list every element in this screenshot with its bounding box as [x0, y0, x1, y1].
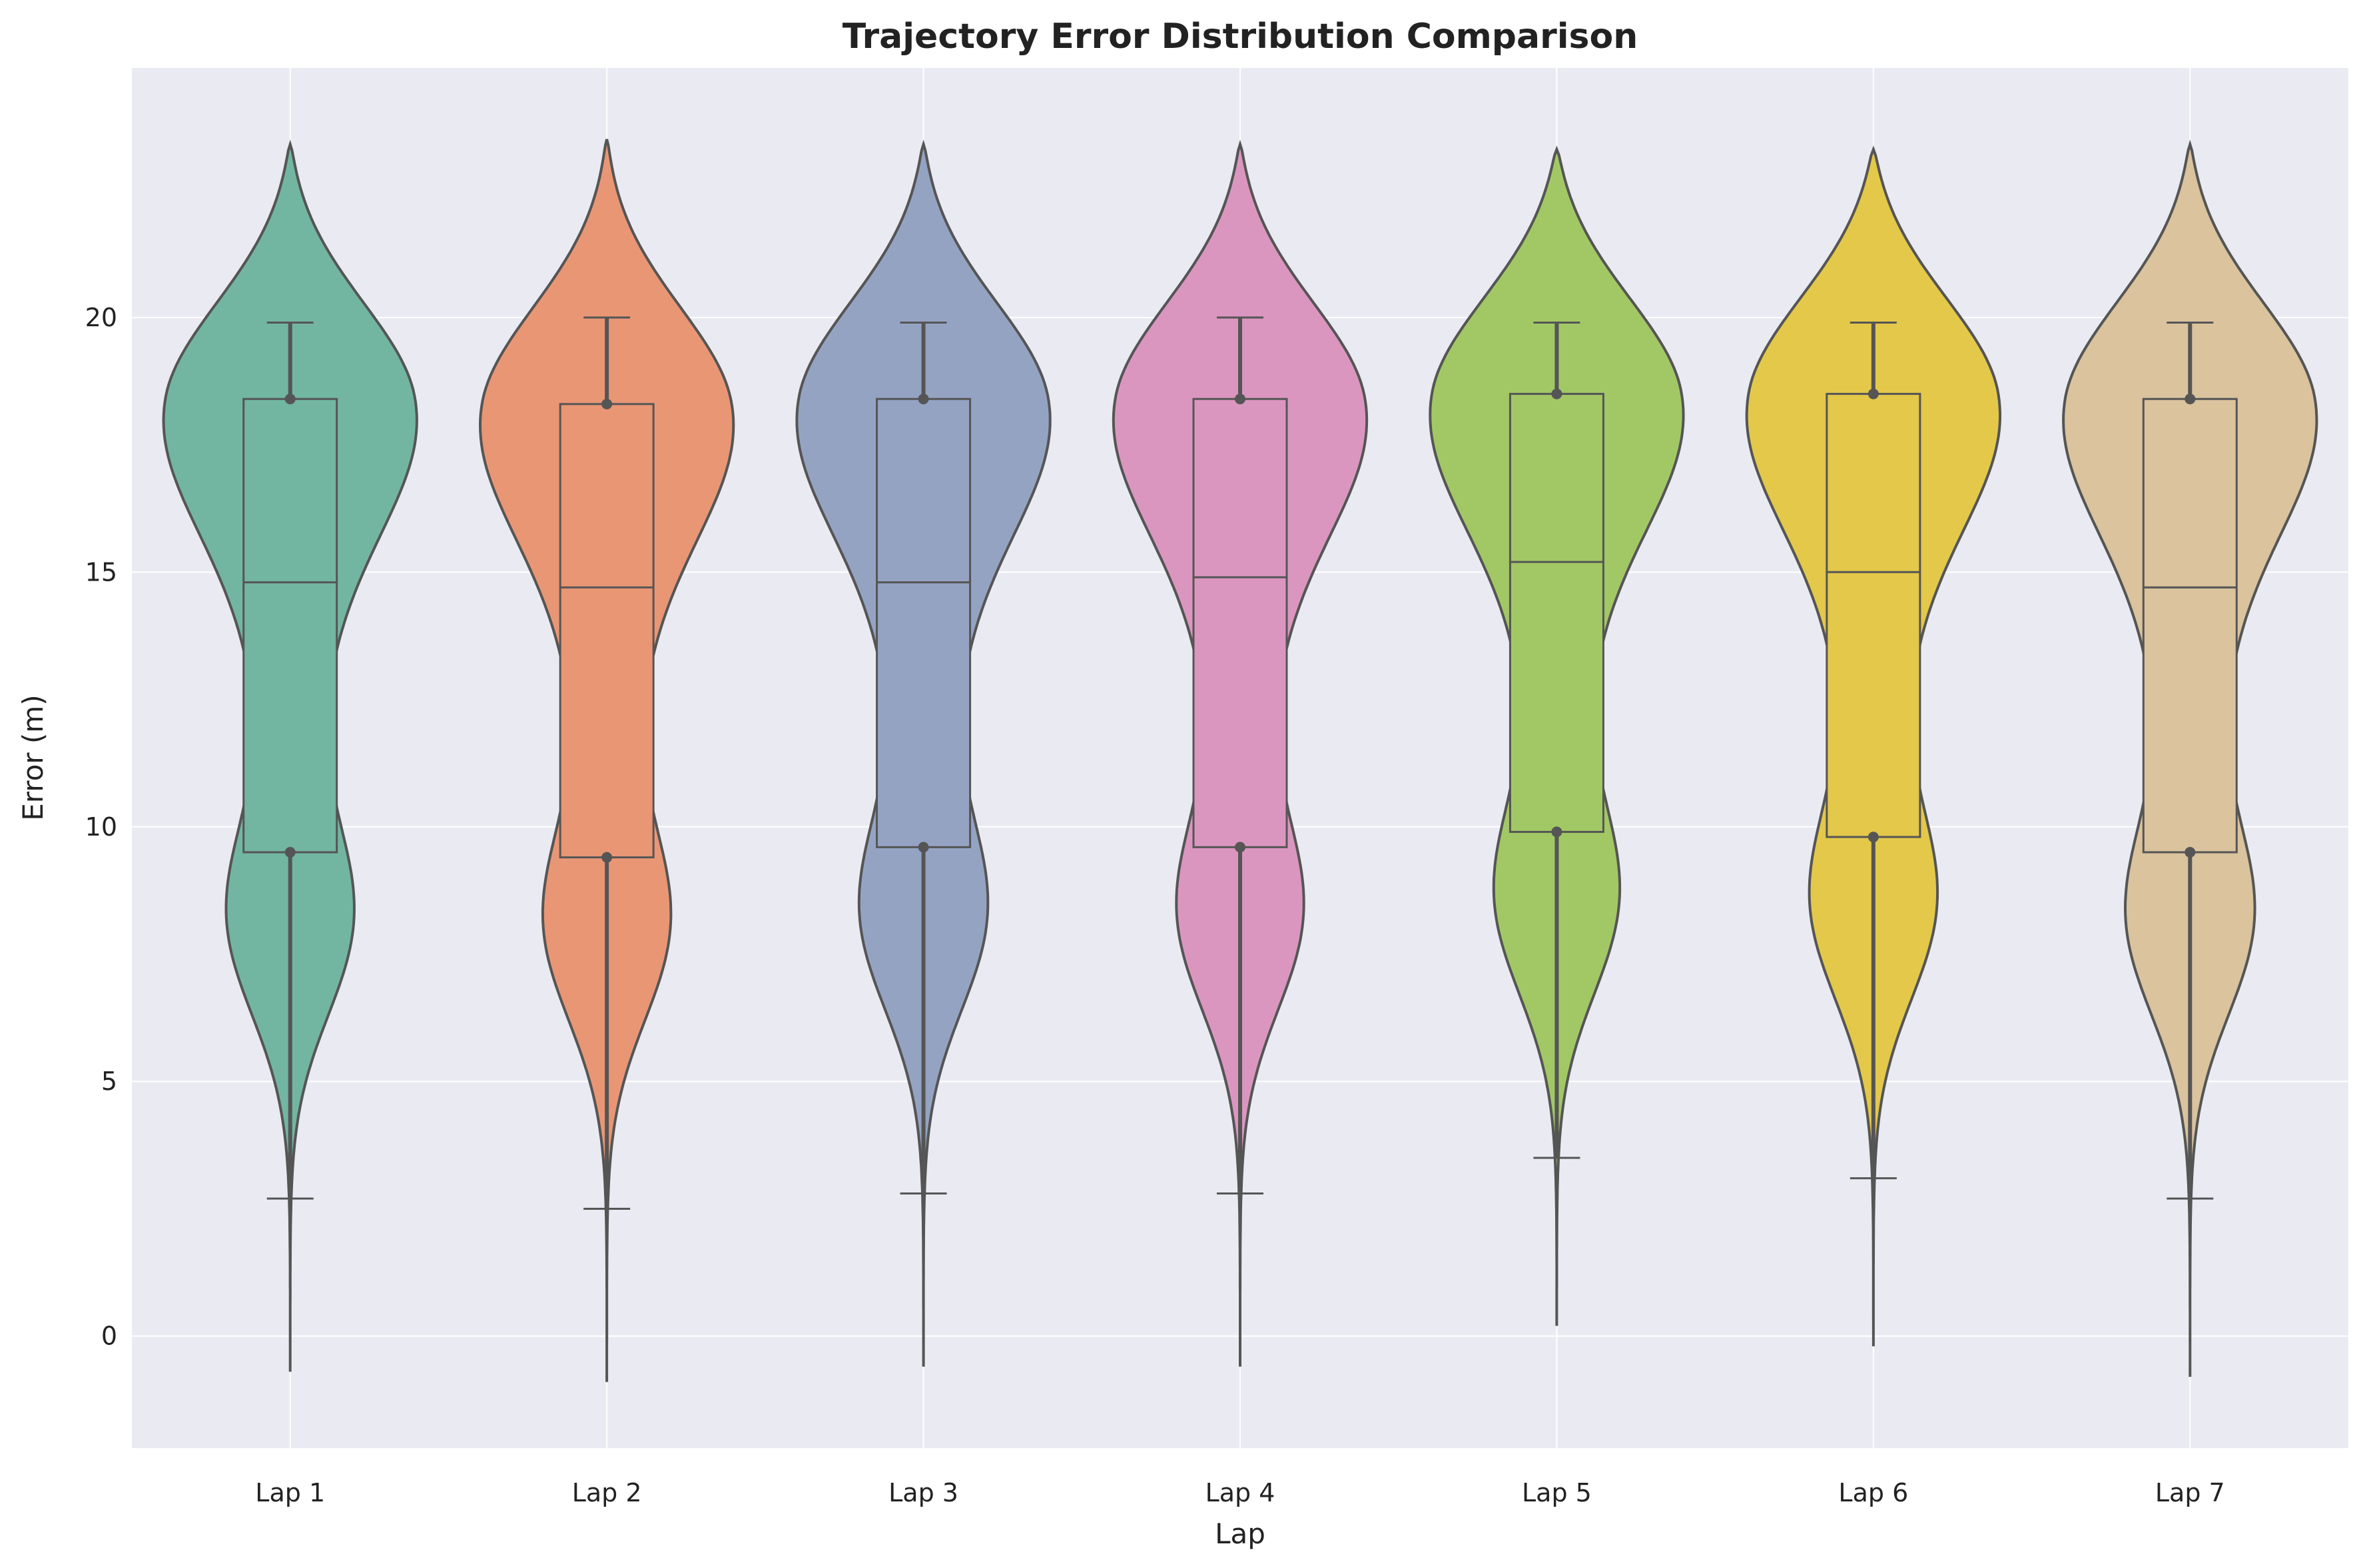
q1-marker: [1867, 832, 1879, 843]
q1-marker: [284, 847, 296, 858]
iqr-box: [1826, 393, 1921, 838]
q3-marker: [1235, 393, 1245, 405]
q1-marker: [601, 852, 613, 863]
iqr-box: [1192, 397, 1288, 848]
q1-marker: [1235, 842, 1245, 853]
iqr-box: [242, 397, 338, 854]
chart-title: Trajectory Error Distribution Comparison: [843, 17, 1638, 57]
q3-marker: [2185, 393, 2196, 405]
x-tick-label: Lap 6: [1838, 1478, 1908, 1507]
q3-marker: [918, 393, 929, 405]
x-tick-labels: Lap 1 Lap 2 Lap 3 Lap 4 Lap 5 Lap 6 Lap 7: [255, 1478, 2224, 1507]
y-tick-label: 5: [101, 1067, 117, 1096]
x-tick-label: Lap 3: [888, 1478, 958, 1507]
y-tick-label: 0: [101, 1322, 117, 1351]
q3-marker: [1551, 388, 1562, 399]
y-tick-label: 15: [85, 557, 117, 587]
iqr-box: [1509, 393, 1604, 833]
iqr-box: [876, 397, 972, 848]
iqr-box: [2142, 397, 2238, 854]
x-tick-label: Lap 1: [255, 1478, 325, 1507]
y-tick-labels: 0 5 10 15 20: [85, 303, 117, 1351]
q3-marker: [284, 393, 296, 405]
y-axis-label: Error (m): [17, 694, 49, 820]
violins: [162, 138, 2318, 1382]
x-axis-label: Lap: [1215, 1517, 1265, 1550]
q3-marker: [1867, 388, 1879, 399]
q1-marker: [1551, 826, 1562, 838]
x-tick-label: Lap 4: [1205, 1478, 1275, 1507]
q1-marker: [2185, 847, 2196, 858]
y-tick-label: 20: [85, 303, 117, 332]
iqr-box: [559, 403, 655, 859]
x-tick-label: Lap 2: [572, 1478, 642, 1507]
q3-marker: [601, 398, 613, 409]
y-tick-label: 10: [85, 812, 117, 842]
x-tick-label: Lap 7: [2155, 1478, 2225, 1507]
q1-marker: [918, 842, 929, 853]
x-tick-label: Lap 5: [1522, 1478, 1592, 1507]
